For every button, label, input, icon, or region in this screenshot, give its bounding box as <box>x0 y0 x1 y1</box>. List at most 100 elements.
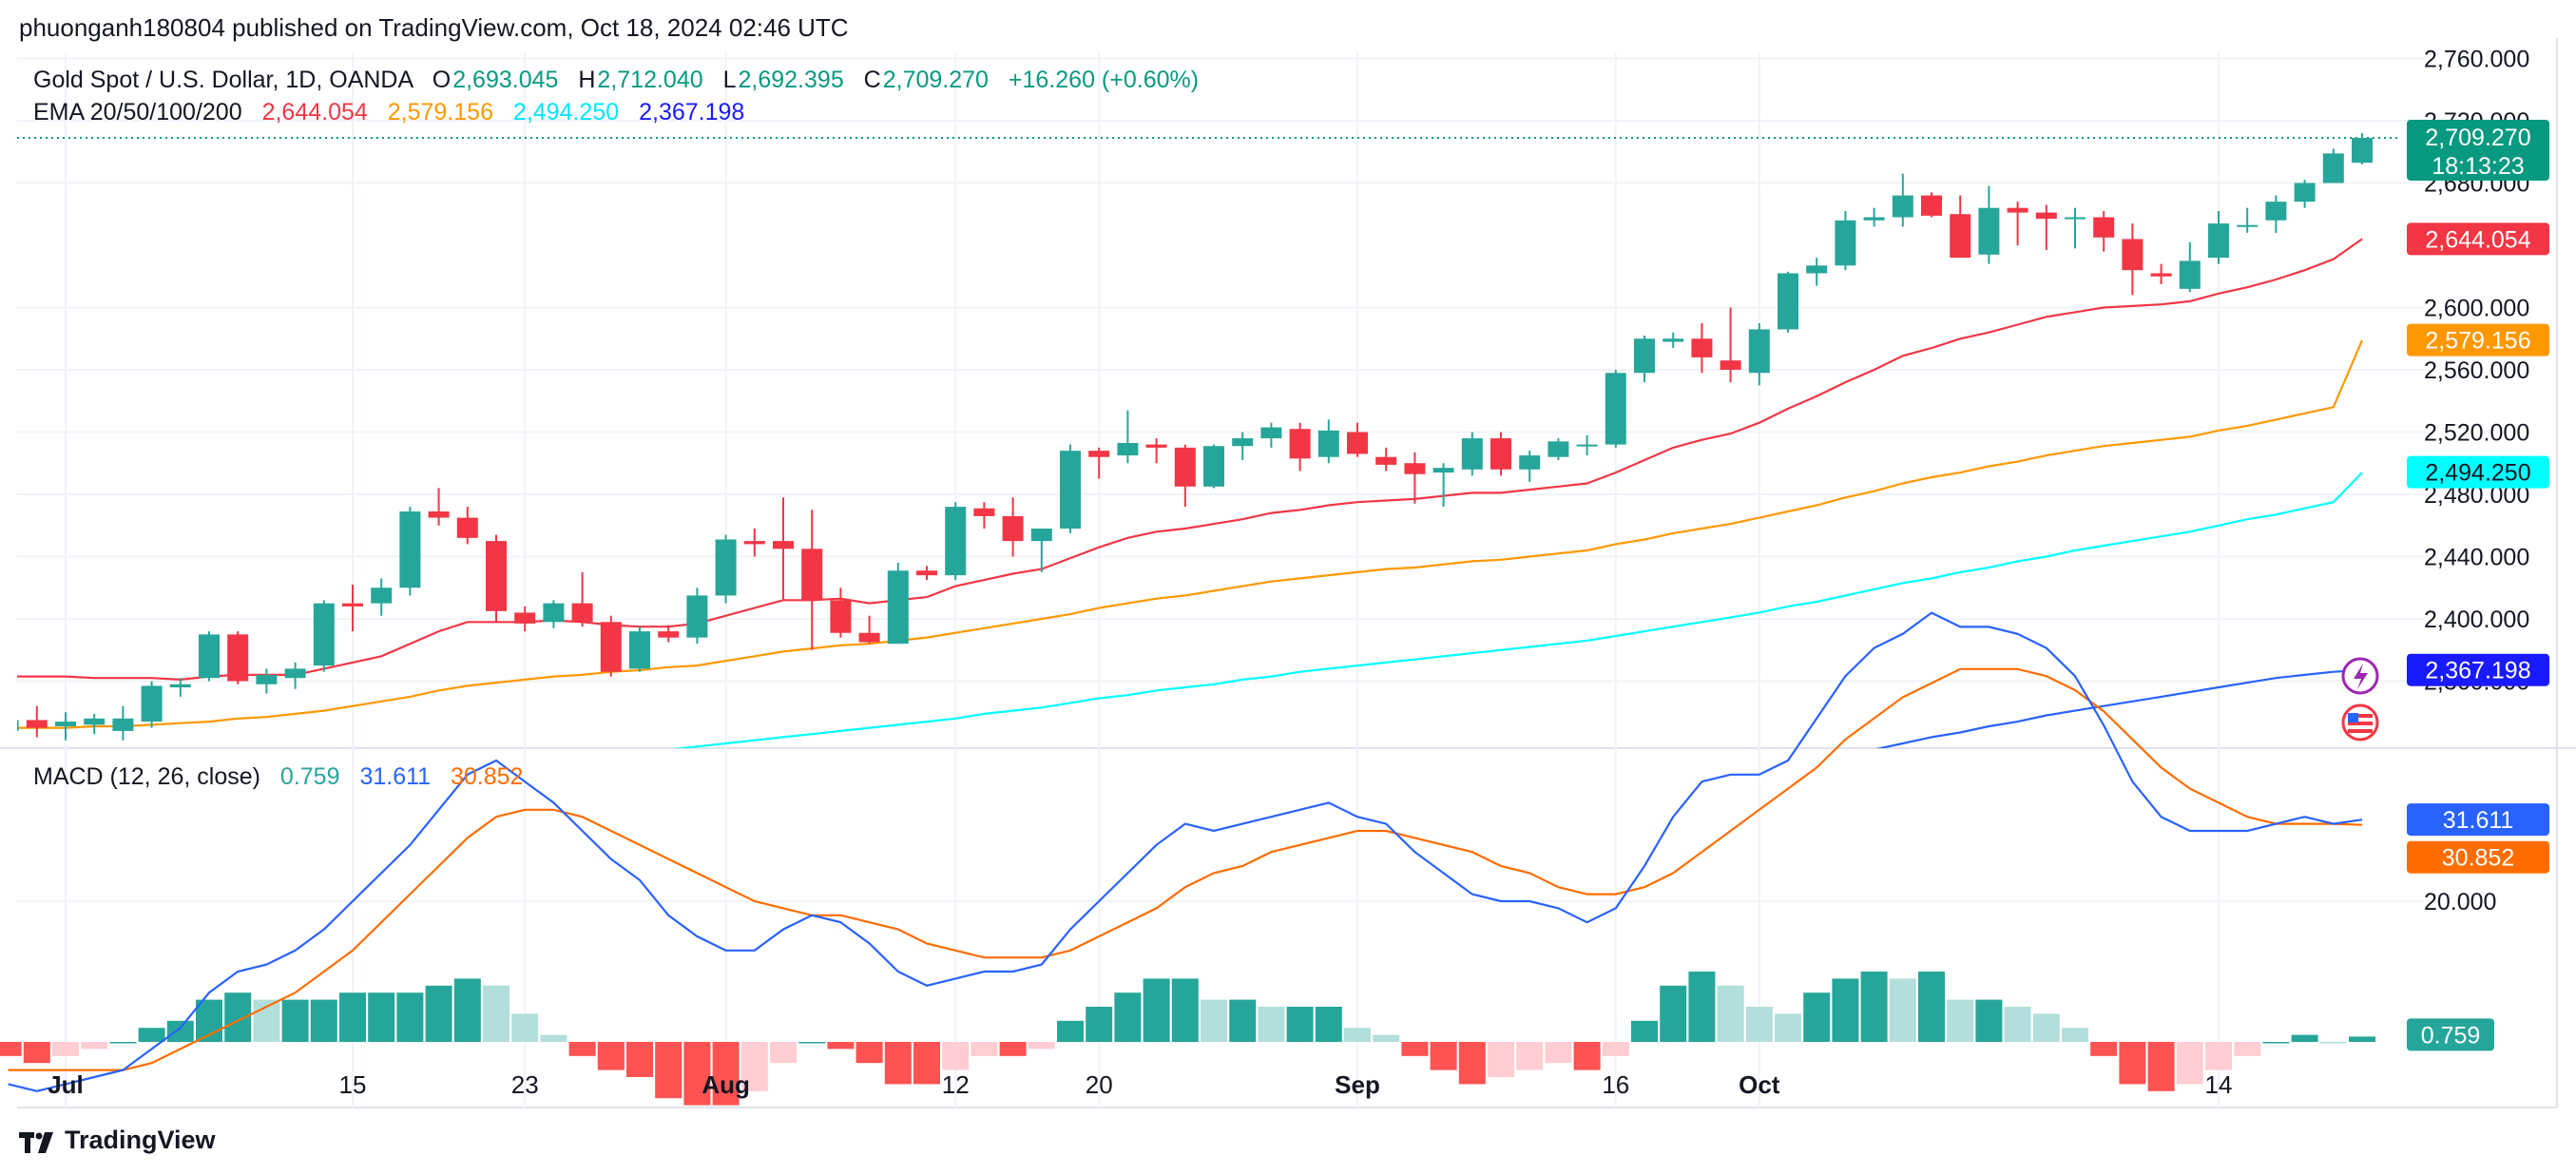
candle[interactable] <box>2179 241 2201 293</box>
candle[interactable] <box>1806 258 1828 286</box>
candle[interactable] <box>26 705 48 738</box>
candle[interactable] <box>2294 180 2316 208</box>
candle[interactable] <box>1605 370 1626 448</box>
macd-histogram-bar <box>2349 1036 2375 1042</box>
candle[interactable] <box>1030 529 1052 572</box>
candle[interactable] <box>773 497 794 601</box>
candle[interactable] <box>1835 210 1856 271</box>
symbol-name[interactable]: Gold Spot / U.S. Dollar, 1D, OANDA <box>33 67 413 93</box>
ema100-tag-bg <box>2407 455 2549 489</box>
candle[interactable] <box>1347 422 1368 457</box>
candle[interactable] <box>1863 207 1885 227</box>
candle[interactable] <box>2208 210 2229 264</box>
candle[interactable] <box>1748 322 1770 386</box>
candle[interactable] <box>1548 438 1569 460</box>
candle[interactable] <box>2035 204 2057 250</box>
candle[interactable] <box>858 615 880 645</box>
candle[interactable] <box>2122 223 2143 296</box>
candle[interactable] <box>1720 307 1741 383</box>
candle[interactable] <box>2237 207 2259 233</box>
candle[interactable] <box>1576 434 1598 456</box>
candle[interactable] <box>916 566 937 581</box>
candle[interactable] <box>1950 195 1971 259</box>
candle[interactable] <box>571 571 593 627</box>
candle[interactable] <box>514 606 536 632</box>
candle[interactable] <box>1002 497 1024 557</box>
candle[interactable] <box>2093 210 2115 252</box>
candle[interactable] <box>1145 438 1167 464</box>
tradingview-brand[interactable]: TradingView <box>19 1126 216 1155</box>
candle[interactable] <box>830 588 852 638</box>
candle-body <box>399 511 421 588</box>
candle[interactable] <box>0 716 19 747</box>
candle[interactable] <box>2322 148 2344 183</box>
macd-histogram-bar <box>626 1042 653 1077</box>
candle[interactable] <box>1432 463 1454 508</box>
candle[interactable] <box>1634 335 1655 383</box>
candle[interactable] <box>456 507 478 545</box>
candle[interactable] <box>1921 192 1942 218</box>
candle[interactable] <box>945 502 967 581</box>
candle[interactable] <box>227 631 249 684</box>
candle[interactable] <box>399 507 421 596</box>
candle[interactable] <box>973 502 995 530</box>
lightning-icon[interactable] <box>2341 657 2379 695</box>
candle[interactable] <box>313 600 335 672</box>
candle[interactable] <box>1461 432 1483 476</box>
candle[interactable] <box>1375 447 1397 472</box>
candle[interactable] <box>1317 419 1339 464</box>
candle-body <box>55 722 76 726</box>
candle[interactable] <box>629 626 650 672</box>
candle[interactable] <box>715 534 737 604</box>
candle[interactable] <box>2065 207 2086 249</box>
candle[interactable] <box>112 705 134 741</box>
candle[interactable] <box>2265 195 2287 233</box>
candle[interactable] <box>486 534 507 623</box>
candle[interactable] <box>55 712 76 741</box>
candle[interactable] <box>801 510 823 650</box>
macd-label[interactable]: MACD (12, 26, close) <box>33 763 260 790</box>
candle[interactable] <box>2352 133 2373 164</box>
candle-body <box>1030 529 1052 542</box>
macd-histogram <box>0 972 2375 1106</box>
candle[interactable] <box>342 584 363 632</box>
candle[interactable] <box>256 668 278 694</box>
macd-histogram-bar <box>396 992 424 1042</box>
candle[interactable] <box>1060 444 1081 533</box>
candle[interactable] <box>1663 332 1684 349</box>
candle[interactable] <box>1174 444 1196 508</box>
candle[interactable] <box>199 631 220 682</box>
candle[interactable] <box>2007 202 2028 245</box>
candle[interactable] <box>1088 447 1110 479</box>
candle[interactable] <box>1203 444 1224 489</box>
us-flag-icon[interactable] <box>2341 703 2379 742</box>
candle[interactable] <box>428 488 450 526</box>
candle[interactable] <box>169 678 191 697</box>
candle[interactable] <box>1691 322 1713 374</box>
candle[interactable] <box>2150 263 2172 284</box>
candle[interactable] <box>887 563 909 645</box>
candle[interactable] <box>371 578 393 616</box>
candle[interactable] <box>1289 422 1311 472</box>
candle[interactable] <box>1260 422 1282 448</box>
candle[interactable] <box>743 529 765 557</box>
candle[interactable] <box>84 713 106 735</box>
ema-label[interactable]: EMA 20/50/100/200 <box>33 99 242 125</box>
candle[interactable] <box>1490 432 1511 476</box>
candle[interactable] <box>141 681 163 728</box>
macd-value-tag-bg <box>2407 803 2549 837</box>
macd-histogram-bar <box>310 999 337 1042</box>
candle[interactable] <box>1778 271 1798 333</box>
candle[interactable] <box>1404 452 1426 504</box>
candle[interactable] <box>600 615 622 677</box>
candle[interactable] <box>686 588 708 645</box>
candle[interactable] <box>1117 410 1139 464</box>
candle[interactable] <box>1892 173 1913 227</box>
candle[interactable] <box>284 662 306 689</box>
candle[interactable] <box>1978 185 2000 264</box>
candle[interactable] <box>658 625 680 643</box>
candle[interactable] <box>1232 432 1254 460</box>
candle[interactable] <box>543 600 565 628</box>
candle[interactable] <box>1519 451 1541 482</box>
